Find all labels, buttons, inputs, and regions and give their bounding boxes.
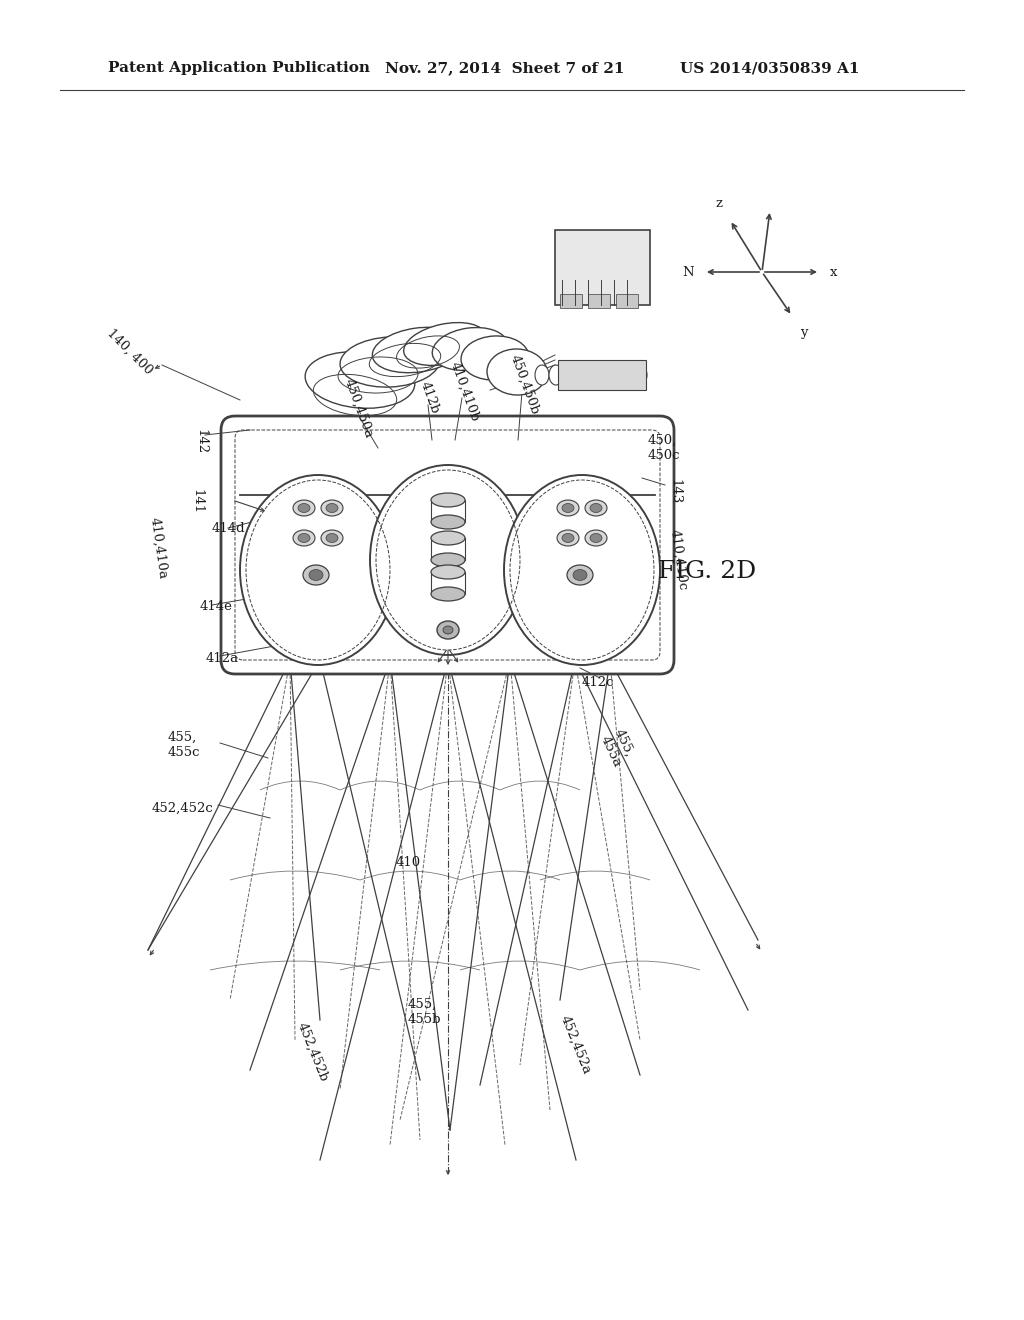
Ellipse shape (567, 565, 593, 585)
Text: 450,
450c: 450, 450c (648, 434, 681, 462)
Ellipse shape (431, 587, 465, 601)
Bar (558, 360, 646, 389)
Text: 142: 142 (194, 429, 207, 454)
Ellipse shape (549, 366, 563, 385)
Ellipse shape (557, 500, 579, 516)
Text: 141: 141 (190, 490, 203, 515)
Text: 455,
455a: 455, 455a (598, 727, 637, 770)
Ellipse shape (504, 475, 660, 665)
Ellipse shape (591, 366, 605, 385)
Text: 140, 400: 140, 400 (104, 326, 155, 378)
Text: 412b: 412b (418, 380, 441, 416)
Text: 412c: 412c (582, 676, 614, 689)
Ellipse shape (303, 565, 329, 585)
Text: 455,
455b: 455, 455b (408, 998, 441, 1026)
Ellipse shape (573, 569, 587, 581)
Text: 450,450b: 450,450b (508, 354, 542, 417)
Ellipse shape (577, 366, 591, 385)
Ellipse shape (326, 533, 338, 543)
Ellipse shape (321, 500, 343, 516)
Ellipse shape (293, 531, 315, 546)
Text: 412a: 412a (206, 652, 240, 664)
Ellipse shape (590, 533, 602, 543)
Text: 414e: 414e (200, 599, 232, 612)
Bar (560, 294, 582, 308)
Ellipse shape (443, 626, 453, 634)
Ellipse shape (373, 327, 464, 372)
Ellipse shape (305, 351, 415, 408)
Ellipse shape (298, 533, 310, 543)
Text: 452,452a: 452,452a (558, 1014, 594, 1076)
Text: 450,450a: 450,450a (342, 376, 376, 440)
Text: z: z (715, 197, 722, 210)
Bar (555, 230, 650, 305)
Text: US 2014/0350839 A1: US 2014/0350839 A1 (680, 61, 859, 75)
Bar (616, 294, 638, 308)
Ellipse shape (431, 553, 465, 568)
Ellipse shape (321, 531, 343, 546)
Ellipse shape (437, 620, 459, 639)
Ellipse shape (535, 366, 549, 385)
Ellipse shape (562, 503, 574, 512)
Ellipse shape (585, 531, 607, 546)
Ellipse shape (431, 531, 465, 545)
Ellipse shape (431, 492, 465, 507)
Ellipse shape (293, 500, 315, 516)
Text: N: N (682, 265, 694, 279)
Ellipse shape (340, 337, 440, 387)
Ellipse shape (590, 503, 602, 512)
Ellipse shape (370, 465, 526, 655)
Text: 410,410c: 410,410c (668, 528, 689, 591)
Ellipse shape (605, 366, 618, 385)
Ellipse shape (432, 327, 508, 371)
Text: x: x (830, 265, 838, 279)
Text: Nov. 27, 2014  Sheet 7 of 21: Nov. 27, 2014 Sheet 7 of 21 (385, 61, 625, 75)
Ellipse shape (461, 337, 529, 380)
Ellipse shape (562, 533, 574, 543)
Ellipse shape (431, 565, 465, 579)
Ellipse shape (618, 366, 633, 385)
Text: y: y (800, 326, 808, 339)
Ellipse shape (585, 500, 607, 516)
Ellipse shape (298, 503, 310, 512)
Text: 410: 410 (396, 855, 421, 869)
Ellipse shape (326, 503, 338, 512)
Ellipse shape (633, 366, 647, 385)
Text: Patent Application Publication: Patent Application Publication (108, 61, 370, 75)
Bar (588, 294, 610, 308)
Text: 452,452b: 452,452b (295, 1020, 331, 1084)
Ellipse shape (240, 475, 396, 665)
Text: FIG. 2D: FIG. 2D (658, 561, 757, 583)
Ellipse shape (431, 515, 465, 529)
Ellipse shape (309, 569, 323, 581)
Ellipse shape (563, 366, 577, 385)
Text: 455,
455c: 455, 455c (168, 731, 201, 759)
Text: 410,410a: 410,410a (148, 516, 170, 579)
FancyBboxPatch shape (221, 416, 674, 675)
Text: 410,410b: 410,410b (449, 360, 481, 424)
Ellipse shape (403, 322, 486, 366)
Text: 143: 143 (668, 479, 681, 504)
Ellipse shape (557, 531, 579, 546)
Ellipse shape (487, 348, 547, 395)
Text: 414d: 414d (212, 521, 246, 535)
Text: 452,452c: 452,452c (152, 801, 214, 814)
